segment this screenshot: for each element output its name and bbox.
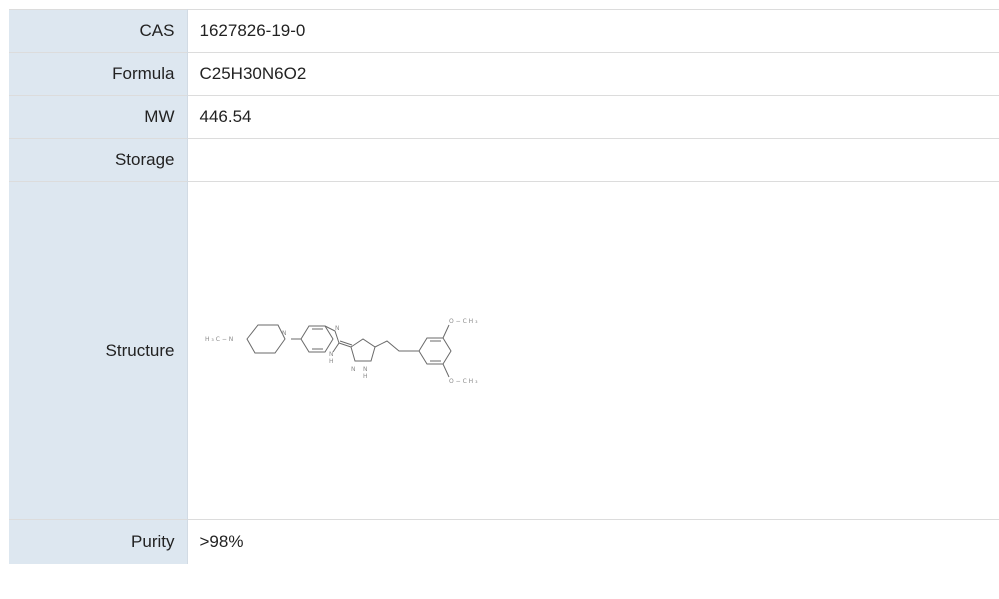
bzim-h-label: H <box>329 358 334 365</box>
pyr-n2-label: N <box>363 366 368 373</box>
methoxy-bottom-label: O − C H ₃ <box>449 378 478 385</box>
purity-label: Purity <box>9 519 188 564</box>
formula-label: Formula <box>9 52 188 96</box>
table-row: Formula C25H30N6O2 <box>9 52 999 96</box>
pyr-n1-label: N <box>351 366 356 373</box>
benzene-ring-2 <box>417 337 452 364</box>
storage-label: Storage <box>9 138 188 182</box>
methyl-n-label: H ₃ C − N <box>205 336 233 343</box>
formula-value: C25H30N6O2 <box>187 52 999 96</box>
storage-value <box>187 138 999 182</box>
bzim-n2-label: N <box>329 351 334 358</box>
imidazole-ring <box>324 325 340 352</box>
piperazine-n-label: N <box>282 330 287 337</box>
bzim-n1-label: N <box>335 325 340 332</box>
product-spec-table: CAS 1627826-19-0 Formula C25H30N6O2 MW 4… <box>9 9 999 564</box>
chemical-structure-image: H ₃ C − N N N N H N <box>205 318 478 385</box>
mw-value: 446.54 <box>187 95 999 139</box>
pyr-h-label: H <box>363 373 368 380</box>
methoxy-top-label: O − C H ₃ <box>449 318 478 325</box>
table-row: MW 446.54 <box>9 95 999 139</box>
mw-label: MW <box>9 95 188 139</box>
structure-cell: H ₃ C − N N N N H N <box>187 181 999 520</box>
purity-value: >98% <box>187 519 999 564</box>
structure-label: Structure <box>9 181 188 520</box>
table-row: Purity >98% <box>9 519 999 564</box>
table-row: Structure H ₃ C − N N N N H <box>9 181 999 520</box>
piperazine-ring <box>245 324 286 353</box>
cas-value: 1627826-19-0 <box>187 9 999 53</box>
pyrazole-ring <box>349 337 376 361</box>
table-row: Storage <box>9 138 999 182</box>
benzene-ring-1 <box>299 325 334 352</box>
table-row: CAS 1627826-19-0 <box>9 9 999 53</box>
cas-label: CAS <box>9 9 188 53</box>
